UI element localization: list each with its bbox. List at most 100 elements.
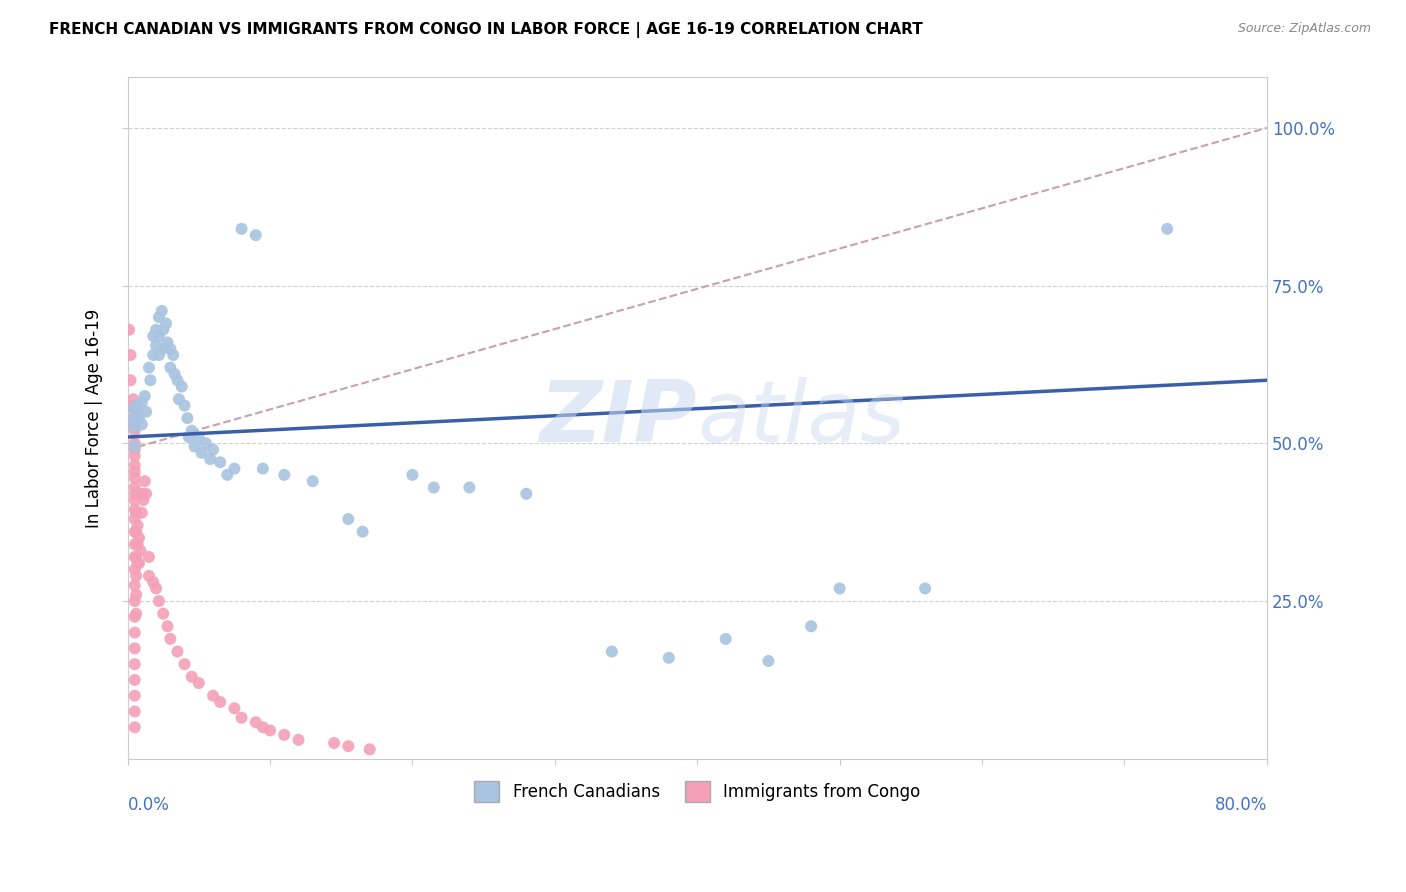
Point bbox=[145, 582, 167, 596]
Point bbox=[131, 506, 153, 520]
Point bbox=[287, 732, 309, 747]
Point bbox=[142, 348, 165, 362]
Point bbox=[714, 632, 737, 646]
Point bbox=[155, 317, 177, 331]
Point bbox=[152, 607, 174, 621]
Point bbox=[142, 575, 165, 590]
Point bbox=[125, 549, 148, 564]
Point bbox=[122, 392, 145, 407]
Point bbox=[127, 518, 149, 533]
Point bbox=[124, 420, 146, 434]
Point bbox=[145, 338, 167, 352]
Point bbox=[124, 458, 146, 473]
Point bbox=[352, 524, 374, 539]
Point bbox=[209, 695, 232, 709]
Point bbox=[200, 452, 222, 467]
Point bbox=[159, 360, 181, 375]
Point bbox=[122, 401, 145, 416]
Point bbox=[177, 430, 200, 444]
Point bbox=[162, 348, 184, 362]
Point bbox=[135, 405, 157, 419]
Point bbox=[758, 654, 780, 668]
Point bbox=[138, 549, 160, 564]
Point bbox=[914, 582, 936, 596]
Point bbox=[124, 471, 146, 485]
Point bbox=[273, 728, 295, 742]
Point bbox=[131, 395, 153, 409]
Point bbox=[120, 348, 142, 362]
Point bbox=[124, 705, 146, 719]
Point bbox=[124, 562, 146, 576]
Point bbox=[135, 487, 157, 501]
Point bbox=[124, 436, 146, 450]
Point bbox=[131, 487, 153, 501]
Point bbox=[173, 657, 195, 672]
Point bbox=[139, 373, 162, 387]
Point bbox=[134, 474, 156, 488]
Point bbox=[176, 411, 198, 425]
Point bbox=[124, 594, 146, 608]
Point bbox=[337, 739, 360, 754]
Point bbox=[252, 720, 274, 734]
Point bbox=[148, 310, 170, 325]
Point bbox=[124, 424, 146, 438]
Point bbox=[124, 487, 146, 501]
Point bbox=[252, 461, 274, 475]
Point bbox=[173, 399, 195, 413]
Point bbox=[129, 543, 152, 558]
Point bbox=[148, 329, 170, 343]
Point bbox=[127, 399, 149, 413]
Point bbox=[194, 436, 217, 450]
Point bbox=[259, 723, 281, 738]
Point bbox=[124, 442, 146, 457]
Point bbox=[127, 556, 149, 570]
Point bbox=[122, 411, 145, 425]
Text: FRENCH CANADIAN VS IMMIGRANTS FROM CONGO IN LABOR FORCE | AGE 16-19 CORRELATION : FRENCH CANADIAN VS IMMIGRANTS FROM CONGO… bbox=[49, 22, 922, 38]
Point bbox=[121, 414, 143, 428]
Point bbox=[187, 430, 209, 444]
Point bbox=[423, 481, 446, 495]
Text: atlas: atlas bbox=[697, 376, 905, 459]
Point bbox=[170, 379, 193, 393]
Point bbox=[600, 644, 623, 658]
Point bbox=[121, 399, 143, 413]
Point bbox=[128, 531, 150, 545]
Point bbox=[166, 644, 188, 658]
Legend: French Canadians, Immigrants from Congo: French Canadians, Immigrants from Congo bbox=[468, 774, 927, 808]
Point bbox=[131, 417, 153, 432]
Text: 80.0%: 80.0% bbox=[1215, 797, 1267, 814]
Point bbox=[124, 493, 146, 508]
Point bbox=[124, 610, 146, 624]
Point bbox=[202, 442, 225, 457]
Point bbox=[828, 582, 851, 596]
Point bbox=[138, 569, 160, 583]
Point bbox=[231, 711, 253, 725]
Point bbox=[118, 323, 141, 337]
Point bbox=[159, 342, 181, 356]
Point bbox=[124, 512, 146, 526]
Point bbox=[124, 625, 146, 640]
Point bbox=[124, 465, 146, 479]
Point bbox=[658, 650, 681, 665]
Point bbox=[166, 373, 188, 387]
Point bbox=[124, 502, 146, 516]
Point bbox=[167, 392, 190, 407]
Point bbox=[209, 455, 232, 469]
Point bbox=[159, 632, 181, 646]
Point bbox=[1156, 222, 1178, 236]
Point bbox=[124, 549, 146, 564]
Point bbox=[132, 493, 155, 508]
Point bbox=[125, 506, 148, 520]
Point bbox=[359, 742, 381, 756]
Point bbox=[190, 446, 212, 460]
Point bbox=[142, 329, 165, 343]
Text: ZIP: ZIP bbox=[540, 376, 697, 459]
Point bbox=[124, 537, 146, 551]
Point bbox=[134, 389, 156, 403]
Point bbox=[148, 348, 170, 362]
Point bbox=[124, 641, 146, 656]
Point bbox=[125, 569, 148, 583]
Point bbox=[127, 537, 149, 551]
Point bbox=[128, 556, 150, 570]
Point bbox=[202, 689, 225, 703]
